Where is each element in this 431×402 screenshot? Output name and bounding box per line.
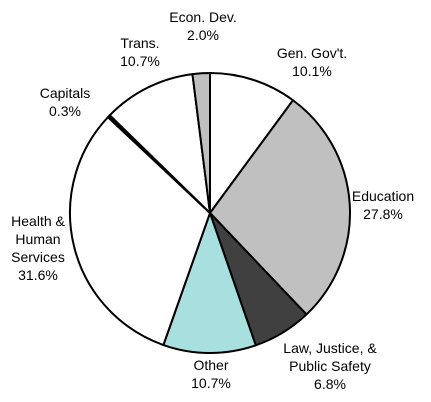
category-label: Health & Human Services xyxy=(11,213,65,265)
value-label: 10.7% xyxy=(191,375,231,391)
value-label: 10.7% xyxy=(120,53,160,69)
slice-label: Health & Human Services 31.6% xyxy=(11,212,65,284)
slice-label: Education 27.8% xyxy=(352,187,414,223)
value-label: 6.8% xyxy=(314,376,346,392)
pie-slice xyxy=(68,116,211,347)
category-label: Capitals xyxy=(39,85,91,101)
value-label: 0.3% xyxy=(49,103,81,119)
pie-slice xyxy=(209,72,294,214)
category-label: Econ. Dev. xyxy=(169,9,237,25)
slice-label: Law, Justice, & Public Safety 6.8% xyxy=(283,339,376,393)
category-label: Education xyxy=(351,188,415,204)
slice-label: Econ. Dev. 2.0% xyxy=(169,8,236,44)
slice-label: Gen. Gov't. 10.1% xyxy=(277,44,347,80)
pie-slice xyxy=(209,99,351,316)
category-label: Trans. xyxy=(120,35,160,51)
pie-slice xyxy=(108,73,211,214)
category-label: Other xyxy=(193,357,229,373)
slice-label: Capitals 0.3% xyxy=(40,84,91,120)
value-label: 2.0% xyxy=(187,27,219,43)
category-label: Law, Justice, & Public Safety xyxy=(283,340,377,374)
value-label: 27.8% xyxy=(363,206,403,222)
value-label: 10.1% xyxy=(292,63,332,79)
pie-slice xyxy=(162,212,257,354)
pie-slice xyxy=(191,72,211,214)
value-label: 31.6% xyxy=(18,267,58,283)
slice-label: Other 10.7% xyxy=(191,356,231,392)
category-label: Gen. Gov't. xyxy=(276,45,348,61)
slice-label: Trans. 10.7% xyxy=(120,34,160,70)
